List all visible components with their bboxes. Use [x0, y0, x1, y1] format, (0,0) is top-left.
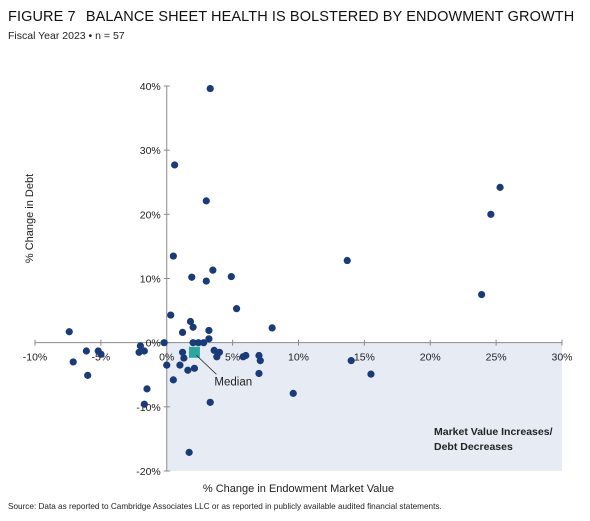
data-point [140, 400, 148, 408]
quadrant-label-line: Debt Decreases [434, 441, 513, 453]
data-point [268, 324, 276, 332]
data-point [478, 290, 486, 299]
median-label: Median [214, 376, 252, 388]
data-point [194, 339, 202, 347]
scatter-chart: -10%-5%0%5%10%15%20%25%30%-20%-10%0%10%2… [23, 81, 573, 495]
y-tick-label: 10% [140, 274, 161, 286]
figure-heading: BALANCE SHEET HEALTH IS BOLSTERED BY END… [85, 9, 575, 25]
data-point [189, 323, 197, 331]
figure-title: FIGURE 7 BALANCE SHEET HEALTH IS BOLSTER… [8, 9, 574, 25]
data-point [180, 354, 188, 362]
data-point [205, 326, 213, 335]
data-point [82, 347, 90, 355]
data-point [178, 348, 187, 356]
data-point [84, 371, 92, 379]
data-point [190, 364, 199, 372]
data-point [200, 339, 208, 347]
data-point [343, 256, 351, 265]
figure-label: FIGURE 7 [8, 9, 76, 25]
chart-labels: Median Market Value Increases/Debt Decrea… [24, 174, 553, 495]
x-tick-label: 5% [225, 352, 240, 364]
data-point [206, 398, 214, 406]
data-point [178, 328, 187, 336]
data-point [347, 357, 355, 365]
data-point [242, 351, 250, 360]
y-axis-title: % Change in Debt [24, 174, 36, 263]
y-tick-label: 30% [140, 145, 161, 157]
data-point [289, 389, 297, 397]
data-point [206, 84, 214, 93]
data-point [184, 366, 192, 374]
median-marker [188, 346, 200, 358]
median-leader-line [196, 355, 217, 375]
data-point [143, 385, 151, 393]
data-point [140, 347, 148, 355]
data-point [69, 358, 77, 366]
data-points [65, 84, 504, 456]
x-tick-label: 20% [420, 352, 441, 364]
data-point [255, 369, 263, 378]
x-tick-label: 10% [288, 352, 309, 364]
data-point [202, 277, 210, 285]
data-point [97, 350, 105, 358]
data-point [136, 342, 144, 350]
data-point [189, 339, 197, 347]
x-tick-label: 30% [551, 352, 572, 364]
x-axis-title: % Change in Endowment Market Value [203, 483, 394, 495]
quadrant-label-line: Market Value Increases/ [434, 426, 553, 438]
x-tick-label: 25% [486, 352, 507, 364]
y-tick-label: 0% [146, 338, 161, 350]
data-point [171, 161, 179, 169]
data-point [232, 305, 241, 313]
data-point [188, 273, 196, 281]
data-point [176, 361, 184, 369]
source-note: Source: Data as reported to Cambridge As… [8, 502, 442, 511]
data-point [496, 183, 504, 191]
x-tick-label: 15% [354, 352, 375, 364]
figure-subtitle: Fiscal Year 2023 • n = 57 [8, 30, 125, 42]
y-tick-label: 40% [140, 81, 161, 93]
data-point [202, 197, 210, 205]
data-point [169, 252, 177, 260]
data-point [227, 272, 235, 281]
data-point [167, 311, 175, 319]
data-point [213, 353, 221, 361]
data-point [256, 357, 264, 365]
data-point [186, 317, 195, 326]
data-point [160, 339, 168, 347]
y-tick-label: -10% [136, 402, 161, 414]
quadrant-shading [166, 342, 562, 471]
data-point [185, 448, 193, 456]
data-point [163, 361, 171, 369]
x-tick-label: 0% [159, 352, 174, 364]
x-tick-label: -10% [23, 352, 48, 364]
y-tick-label: -20% [136, 466, 161, 478]
data-point [169, 376, 177, 384]
data-point [367, 370, 375, 378]
y-tick-label: 20% [140, 209, 161, 221]
data-point [209, 266, 217, 274]
data-point [487, 210, 495, 218]
data-point [65, 328, 73, 336]
data-point [205, 335, 213, 343]
